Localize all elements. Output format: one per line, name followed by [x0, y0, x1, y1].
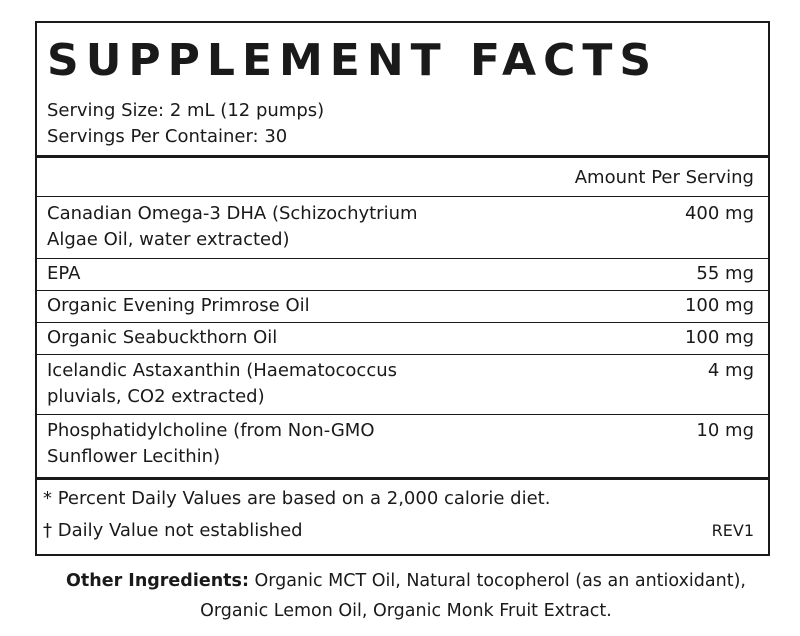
footnote-daily-value: † Daily Value not established	[43, 520, 303, 541]
footnote-percent-daily: * Percent Daily Values are based on a 2,…	[43, 488, 551, 509]
ingredient-amount: 100 mg	[684, 327, 754, 348]
panel-title: SUPPLEMENT FACTS	[47, 35, 659, 86]
row-divider	[37, 354, 768, 355]
row-divider	[37, 258, 768, 259]
ingredient-name: EPA	[47, 263, 81, 284]
ingredient-name: Organic Seabuckthorn Oil	[47, 327, 278, 348]
amount-per-serving-header: Amount Per Serving	[574, 167, 754, 188]
ingredient-name: Canadian Omega-3 DHA (Schizochytrium Alg…	[47, 203, 418, 250]
supplement-facts-panel: SUPPLEMENT FACTS Serving Size: 2 mL (12 …	[35, 21, 770, 556]
ingredient-name: Icelandic Astaxanthin (Haematococcus plu…	[47, 360, 398, 407]
divider-thick-bottom	[37, 477, 768, 480]
other-ingredients: Other Ingredients: Organic MCT Oil, Natu…	[36, 566, 776, 626]
row-divider	[37, 290, 768, 291]
row-divider	[37, 322, 768, 323]
ingredient-amount: 100 mg	[684, 295, 754, 316]
other-ingredients-text: Organic MCT Oil, Natural tocopherol (as …	[200, 571, 746, 621]
ingredient-amount: 10 mg	[696, 420, 754, 441]
serving-size: Serving Size: 2 mL (12 pumps)	[47, 100, 325, 121]
ingredient-amount: 400 mg	[684, 203, 754, 224]
row-divider	[37, 414, 768, 415]
divider-header	[37, 196, 768, 197]
revision-code: REV1	[711, 521, 754, 540]
servings-per-container: Servings Per Container: 30	[47, 126, 288, 147]
ingredient-amount: 55 mg	[696, 263, 754, 284]
ingredient-name: Organic Evening Primrose Oil	[47, 295, 310, 316]
ingredient-amount: 4 mg	[707, 360, 754, 381]
divider-thick-top	[37, 155, 768, 158]
ingredient-name: Phosphatidylcholine (from Non-GMO Sunflo…	[47, 420, 375, 467]
other-ingredients-label: Other Ingredients:	[66, 571, 249, 591]
